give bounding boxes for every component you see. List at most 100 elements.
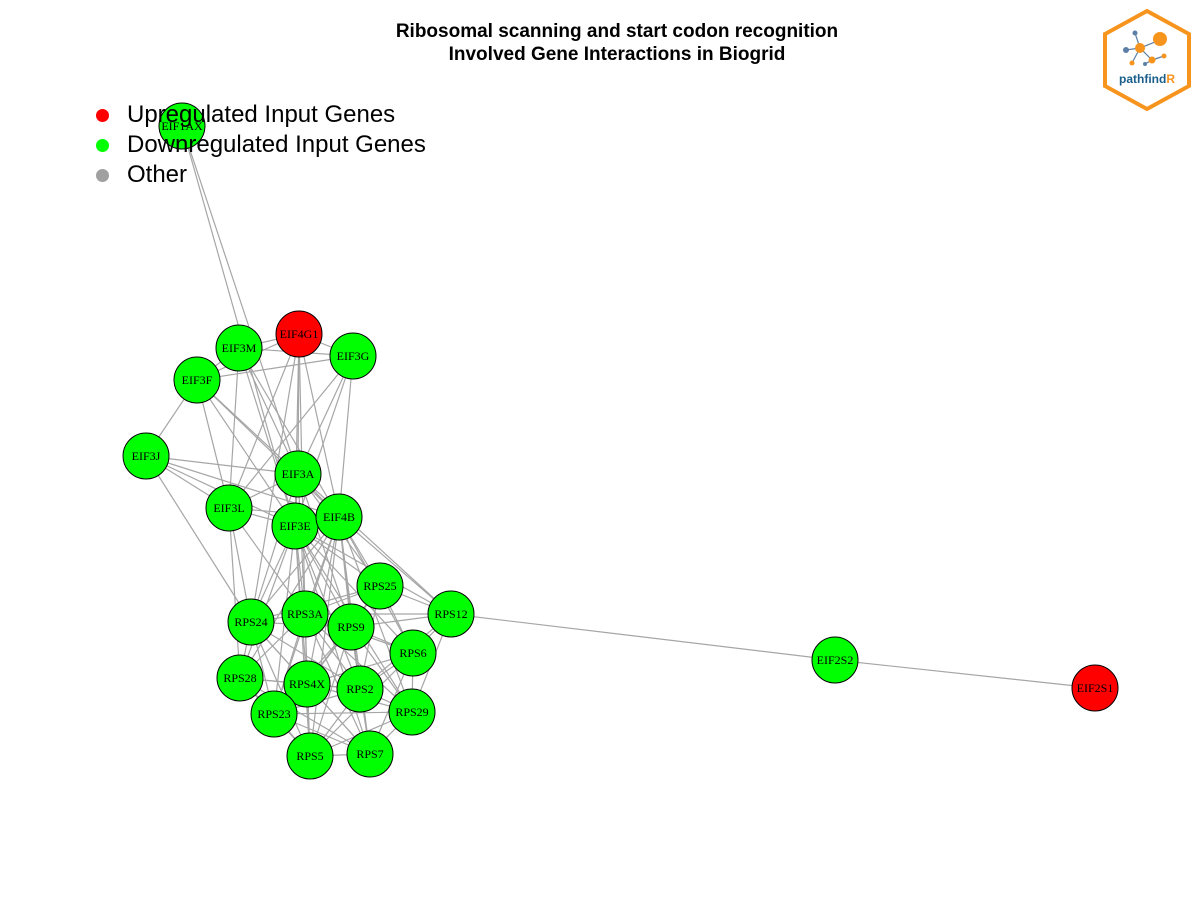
node-eif3a: EIF3A — [274, 450, 322, 498]
legend-item-up: Upregulated Input Genes — [96, 100, 426, 130]
node-label-eif3e: EIF3E — [279, 519, 310, 533]
edge-eif3m-eif4b — [238, 347, 340, 518]
node-rps12: RPS12 — [427, 590, 475, 638]
legend-item-other: Other — [96, 160, 426, 190]
edge-eif3e-rps6 — [294, 525, 414, 654]
edge-rps28-rps7 — [239, 677, 371, 755]
node-label-eif4b: EIF4B — [323, 510, 355, 524]
node-circle-rps5 — [286, 732, 334, 780]
node-label-eif2s1: EIF2S1 — [1077, 681, 1114, 695]
edge-eif4b-rps5 — [309, 516, 340, 757]
edge-eif3m-eif3l — [228, 347, 240, 509]
edge-eif3g-eif4b — [338, 355, 354, 518]
edge-eif3g-eif3e — [294, 355, 354, 527]
node-eif4b: EIF4B — [315, 493, 363, 541]
node-label-rps5: RPS5 — [296, 749, 323, 763]
node-circle-rps24 — [227, 598, 275, 646]
legend-dot-up — [96, 108, 109, 122]
node-rps25: RPS25 — [356, 562, 404, 610]
nodes-layer: EIF1AX EIF4G1 EIF3M EIF3G EIF3F EIF3J EIF3A EIF… — [122, 102, 1119, 780]
node-eif3m: EIF3M — [215, 324, 263, 372]
node-circle-eif3a — [274, 450, 322, 498]
node-label-eif3a: EIF3A — [282, 467, 315, 481]
node-eif3f: EIF3F — [173, 356, 221, 404]
node-rps6: RPS6 — [389, 629, 437, 677]
node-label-rps28: RPS28 — [223, 671, 256, 685]
node-label-rps4x: RPS4X — [289, 677, 325, 691]
node-rps24: RPS24 — [227, 598, 275, 646]
logo-nodes — [1123, 30, 1167, 66]
node-rps28: RPS28 — [216, 654, 264, 702]
node-circle-rps4x — [283, 660, 331, 708]
node-circle-eif3f — [173, 356, 221, 404]
node-label-eif2s2: EIF2S2 — [817, 653, 854, 667]
edge-eif2s2-eif2s1 — [834, 659, 1096, 689]
logo-text-main: pathfind — [1119, 72, 1166, 86]
edge-eif4b-rps12 — [338, 516, 452, 615]
edge-eif3a-rps12 — [297, 473, 452, 615]
node-rps9: RPS9 — [327, 603, 375, 651]
node-label-eif4g1: EIF4G1 — [280, 327, 319, 341]
node-label-rps12: RPS12 — [434, 607, 467, 621]
logo-text-accent: R — [1166, 72, 1175, 86]
edge-eif3l-rps28 — [228, 507, 241, 679]
node-circle-eif4b — [315, 493, 363, 541]
node-circle-rps9 — [327, 603, 375, 651]
node-eif3g: EIF3G — [329, 332, 377, 380]
node-rps7: RPS7 — [346, 730, 394, 778]
node-eif4g1: EIF4G1 — [275, 310, 323, 358]
node-label-eif3g: EIF3G — [337, 349, 370, 363]
node-rps3a: RPS3A — [281, 590, 329, 638]
node-circle-eif4g1 — [275, 310, 323, 358]
node-eif2s1: EIF2S1 — [1071, 664, 1119, 712]
node-circle-eif3m — [215, 324, 263, 372]
node-circle-eif1ax — [158, 102, 206, 150]
node-label-rps24: RPS24 — [234, 615, 267, 629]
node-circle-rps12 — [427, 590, 475, 638]
node-label-eif3f: EIF3F — [182, 373, 213, 387]
node-eif3j: EIF3J — [122, 432, 170, 480]
legend-label-other: Other — [127, 161, 188, 188]
node-rps2: RPS2 — [336, 665, 384, 713]
edge-rps24-rps5 — [250, 621, 311, 757]
node-circle-eif3j — [122, 432, 170, 480]
node-circle-rps3a — [281, 590, 329, 638]
node-label-rps2: RPS2 — [346, 682, 373, 696]
edge-eif4g1-eif4b — [298, 333, 340, 518]
node-label-rps9: RPS9 — [337, 620, 364, 634]
edge-rps12-eif2s2 — [450, 613, 836, 661]
edge-eif3m-eif3e — [238, 347, 296, 527]
node-label-eif1ax: EIF1AX — [161, 119, 203, 133]
node-eif2s2: EIF2S2 — [811, 636, 859, 684]
logo-text: pathfindR — [1119, 72, 1175, 86]
node-eif1ax: EIF1AX — [158, 102, 206, 150]
node-circle-eif3g — [329, 332, 377, 380]
node-rps23: RPS23 — [250, 690, 298, 738]
logo-hexagon — [1103, 8, 1191, 112]
node-circle-rps28 — [216, 654, 264, 702]
edge-eif3g-eif3f — [196, 355, 354, 381]
edge-eif3f-eif4b — [196, 379, 340, 518]
node-label-rps23: RPS23 — [257, 707, 290, 721]
node-circle-eif3l — [205, 484, 253, 532]
node-circle-rps29 — [388, 688, 436, 736]
node-circle-rps6 — [389, 629, 437, 677]
node-label-eif3m: EIF3M — [222, 341, 257, 355]
node-label-eif3j: EIF3J — [132, 449, 161, 463]
edge-eif3j-eif3a — [145, 455, 299, 475]
chart-title: Ribosomal scanning and start codon recog… — [0, 20, 1200, 66]
edge-eif3f-eif3e — [196, 379, 296, 527]
node-circle-eif2s2 — [811, 636, 859, 684]
node-circle-rps2 — [336, 665, 384, 713]
legend-item-down: Downregulated Input Genes — [96, 130, 426, 160]
node-circle-rps25 — [356, 562, 404, 610]
node-label-rps29: RPS29 — [395, 705, 428, 719]
edge-eif3g-eif3l — [228, 355, 354, 509]
legend: Upregulated Input Genes Downregulated In… — [96, 100, 426, 190]
node-label-rps3a: RPS3A — [287, 607, 323, 621]
node-label-eif3l: EIF3L — [213, 501, 244, 515]
node-circle-rps7 — [346, 730, 394, 778]
node-rps5: RPS5 — [286, 732, 334, 780]
node-label-rps6: RPS6 — [399, 646, 426, 660]
title-line-1: Ribosomal scanning and start codon recog… — [395, 21, 839, 42]
